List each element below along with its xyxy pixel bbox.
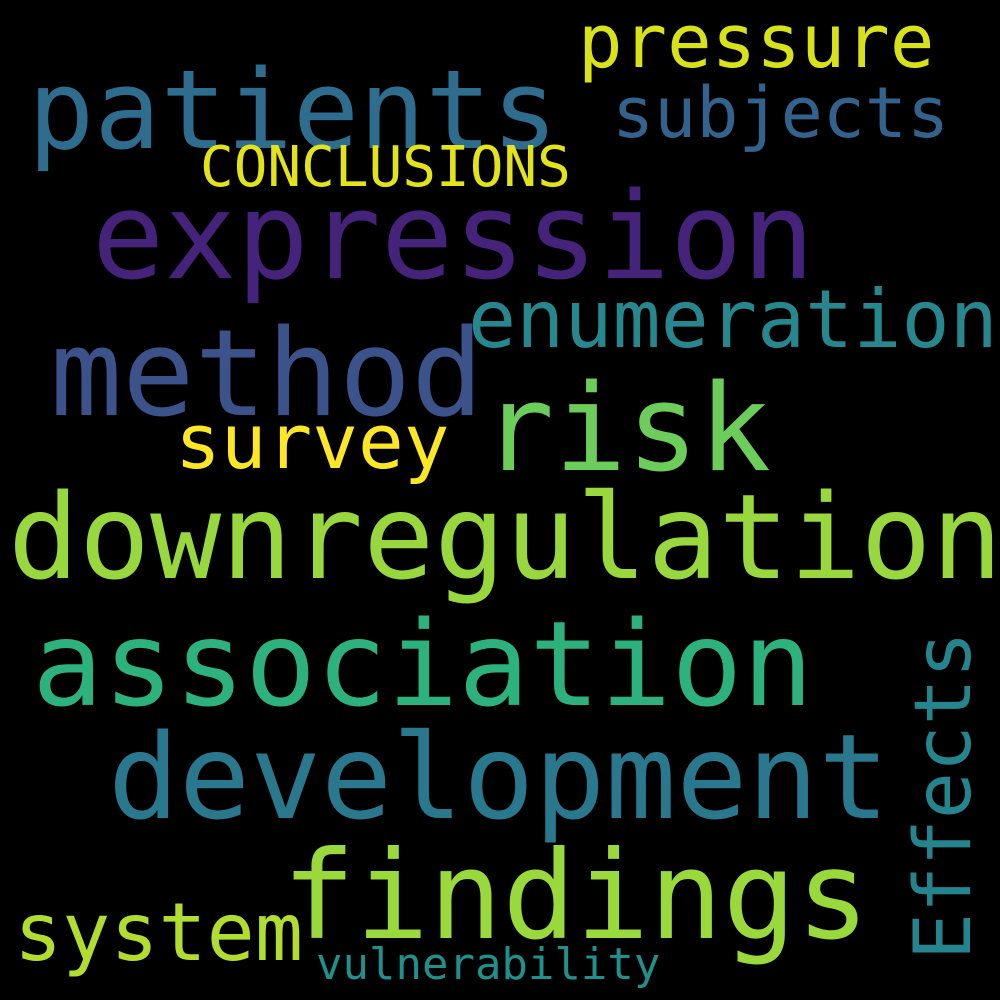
word-association: association [32, 595, 814, 733]
word-method: method [50, 305, 484, 444]
word-findings: findings [282, 825, 870, 967]
word-conclusions: CONCLUSIONS [200, 135, 571, 200]
word-system: system [14, 886, 303, 979]
word-vulnerability: vulnerability [316, 939, 661, 990]
word-expression: expression [92, 168, 815, 307]
word-subjects: subjects [612, 72, 950, 154]
word-development: development [108, 708, 890, 846]
word-survey: survey [175, 397, 450, 486]
word-patients: patients [28, 46, 558, 174]
word-effects: Effects [899, 631, 989, 960]
word-pressure: pressure [578, 0, 935, 85]
word-risk: risk [482, 360, 771, 499]
word-enumeration: enumeration [468, 273, 998, 366]
word-downregulation: downregulation [8, 468, 1000, 606]
